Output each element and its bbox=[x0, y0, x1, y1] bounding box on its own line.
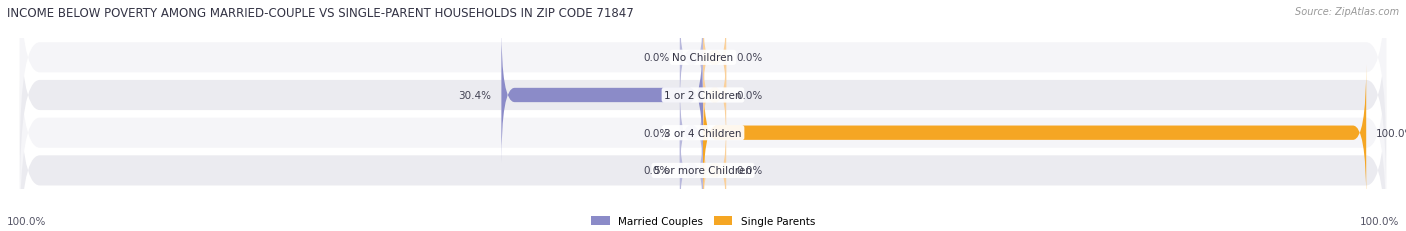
Text: 100.0%: 100.0% bbox=[1376, 128, 1406, 138]
FancyBboxPatch shape bbox=[20, 0, 1386, 156]
Text: 0.0%: 0.0% bbox=[644, 53, 669, 63]
FancyBboxPatch shape bbox=[20, 36, 1386, 231]
Text: 1 or 2 Children: 1 or 2 Children bbox=[664, 91, 742, 100]
Text: 0.0%: 0.0% bbox=[644, 128, 669, 138]
Text: 3 or 4 Children: 3 or 4 Children bbox=[664, 128, 742, 138]
Text: 0.0%: 0.0% bbox=[644, 166, 669, 176]
Text: Source: ZipAtlas.com: Source: ZipAtlas.com bbox=[1295, 7, 1399, 17]
Text: 5 or more Children: 5 or more Children bbox=[654, 166, 752, 176]
Text: 0.0%: 0.0% bbox=[737, 91, 762, 100]
FancyBboxPatch shape bbox=[20, 0, 1386, 193]
Text: 0.0%: 0.0% bbox=[737, 166, 762, 176]
Text: INCOME BELOW POVERTY AMONG MARRIED-COUPLE VS SINGLE-PARENT HOUSEHOLDS IN ZIP COD: INCOME BELOW POVERTY AMONG MARRIED-COUPL… bbox=[7, 7, 634, 20]
FancyBboxPatch shape bbox=[703, 46, 727, 145]
FancyBboxPatch shape bbox=[20, 73, 1386, 231]
FancyBboxPatch shape bbox=[703, 9, 727, 107]
Text: 0.0%: 0.0% bbox=[737, 53, 762, 63]
Legend: Married Couples, Single Parents: Married Couples, Single Parents bbox=[591, 216, 815, 226]
Text: 100.0%: 100.0% bbox=[7, 216, 46, 226]
FancyBboxPatch shape bbox=[679, 9, 703, 107]
FancyBboxPatch shape bbox=[679, 84, 703, 182]
FancyBboxPatch shape bbox=[502, 28, 703, 164]
Text: 30.4%: 30.4% bbox=[458, 91, 492, 100]
FancyBboxPatch shape bbox=[679, 122, 703, 220]
Text: No Children: No Children bbox=[672, 53, 734, 63]
Text: 100.0%: 100.0% bbox=[1360, 216, 1399, 226]
FancyBboxPatch shape bbox=[703, 122, 727, 220]
FancyBboxPatch shape bbox=[703, 65, 1367, 201]
